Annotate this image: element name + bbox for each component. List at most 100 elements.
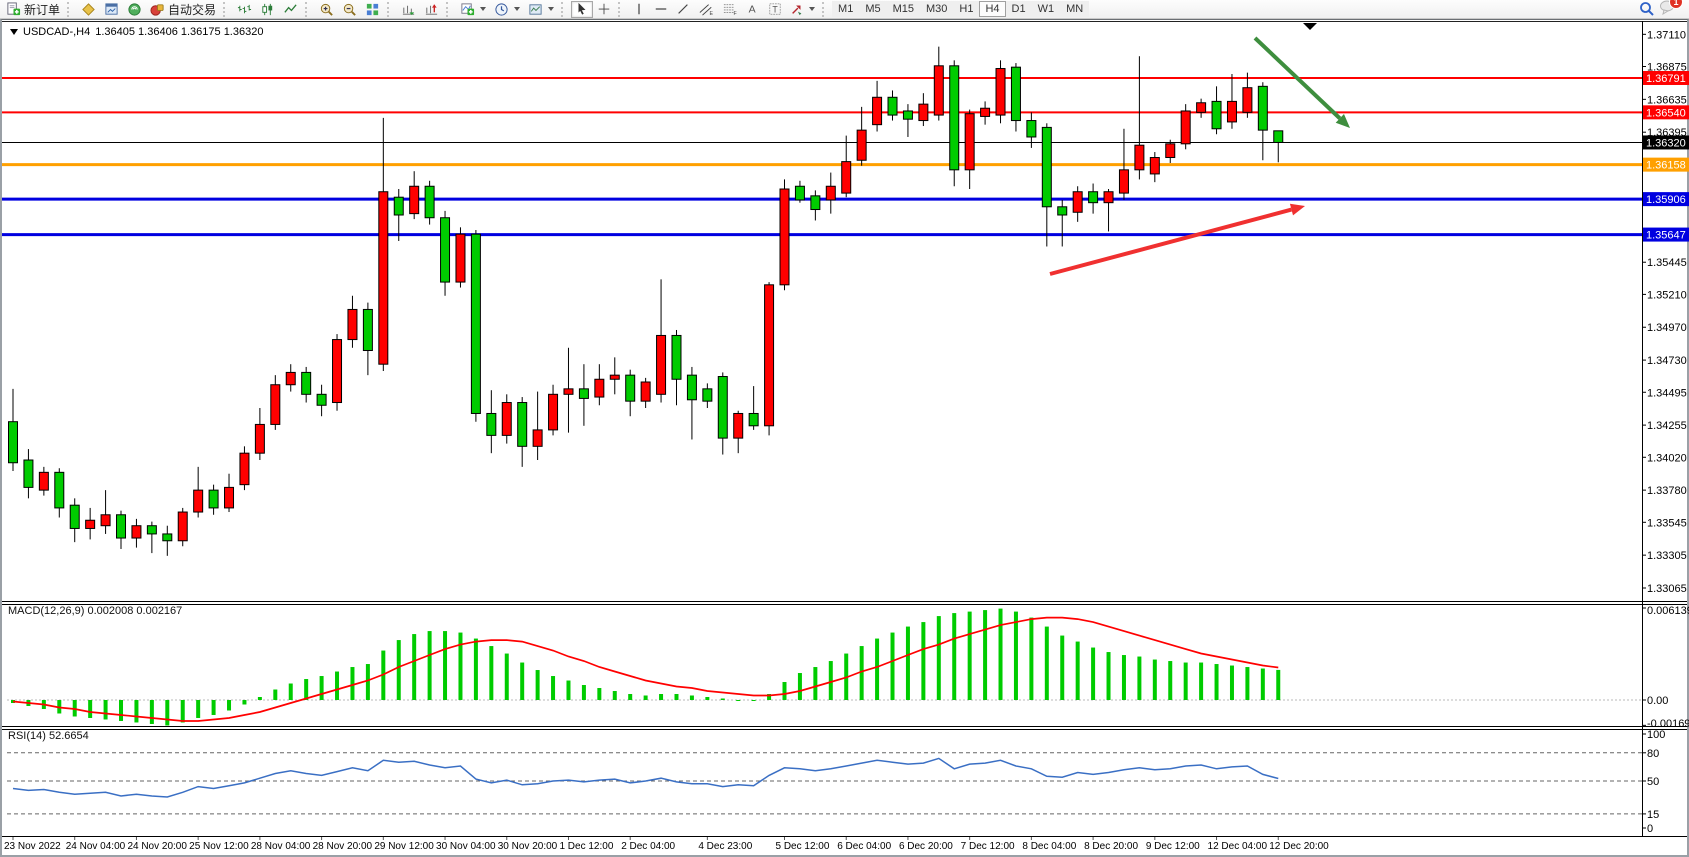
market-news-icon xyxy=(128,2,141,16)
timeframe-label: H1 xyxy=(959,3,974,15)
dropdown-caret-icon xyxy=(480,7,487,11)
timeframe-label: MN xyxy=(1066,3,1084,15)
channel-tool-button[interactable]: E xyxy=(694,1,718,18)
toolbar-separator xyxy=(822,1,828,17)
horizontal-line-icon xyxy=(655,8,667,10)
new-order-button[interactable]: 新订单 xyxy=(2,1,64,18)
timeframe-label: M30 xyxy=(926,3,948,15)
auto-trading-button[interactable]: 自动交易 xyxy=(146,1,220,18)
time-axis-label: 7 Dec 12:00 xyxy=(960,841,1015,852)
fibonacci-icon: F xyxy=(723,4,737,16)
zoom-out-button[interactable] xyxy=(338,1,361,18)
dropdown-caret-icon xyxy=(548,7,555,11)
svg-text:F: F xyxy=(734,11,737,16)
toolbar-separator xyxy=(387,1,393,17)
crosshair-icon xyxy=(598,3,610,15)
time-axis-label: 12 Dec 20:00 xyxy=(1269,841,1329,852)
time-axis-label: 24 Nov 04:00 xyxy=(65,841,126,852)
time-axis-label: 30 Nov 04:00 xyxy=(436,841,496,852)
chart-ohlc: 1.36405 1.36406 1.36175 1.36320 xyxy=(95,26,264,38)
time-axis-label: 4 Dec 23:00 xyxy=(698,841,753,852)
time-axis-label: 6 Dec 20:00 xyxy=(898,841,953,852)
time-axis-label: 25 Nov 12:00 xyxy=(189,841,249,852)
timeframe-button-w1[interactable]: W1 xyxy=(1031,1,1061,17)
time-axis-label: 6 Dec 04:00 xyxy=(837,841,892,852)
price-axis[interactable] xyxy=(1643,22,1689,836)
rsi-label: RSI(14) 52.6654 xyxy=(8,730,89,742)
timeframe-button-m15[interactable]: M15 xyxy=(886,1,920,17)
timeframe-label: M5 xyxy=(865,3,881,15)
toolbar-separator xyxy=(223,1,229,17)
time-axis-label: 9 Dec 12:00 xyxy=(1145,841,1200,852)
svg-text:T: T xyxy=(772,5,778,15)
periods-button[interactable] xyxy=(490,1,524,18)
profiles-icon xyxy=(105,2,118,15)
toolbar: 新订单 自动交易 xyxy=(0,0,1689,19)
timeframe-label: M15 xyxy=(892,3,914,15)
horizontal-line-tool-button[interactable] xyxy=(650,1,672,18)
timeframe-button-h4[interactable]: H4 xyxy=(979,1,1006,17)
trendline-tool-button[interactable] xyxy=(672,1,694,18)
text-icon: A xyxy=(749,4,756,16)
zoom-in-icon xyxy=(320,3,333,16)
templates-button[interactable] xyxy=(524,1,558,18)
search-icon xyxy=(1640,2,1654,16)
text-label-icon: T xyxy=(769,3,781,15)
time-axis-label: 8 Dec 20:00 xyxy=(1084,841,1139,852)
dropdown-caret-icon xyxy=(809,7,816,11)
vertical-line-tool-button[interactable] xyxy=(628,1,650,18)
time-axis-label: 24 Nov 20:00 xyxy=(127,841,187,852)
macd-pane[interactable] xyxy=(6,605,1642,725)
tile-windows-icon xyxy=(366,3,379,15)
timeframe-button-m30[interactable]: M30 xyxy=(920,1,954,17)
auto-scroll-button[interactable] xyxy=(397,1,420,18)
toolbar-separator xyxy=(305,1,311,17)
templates-icon xyxy=(529,3,542,15)
toolbar-separator xyxy=(561,1,567,17)
chart-shift-button[interactable] xyxy=(420,1,443,18)
trendline-icon xyxy=(678,4,688,14)
time-axis-label: 5 Dec 12:00 xyxy=(775,841,830,852)
bar-chart-icon xyxy=(237,4,252,13)
zoom-in-button[interactable] xyxy=(315,1,338,18)
cursor-icon xyxy=(578,2,586,15)
line-chart-icon xyxy=(284,3,297,13)
market-news-button[interactable] xyxy=(123,1,146,18)
fibonacci-tool-button[interactable]: F xyxy=(718,1,742,18)
time-axis-label: 1 Dec 12:00 xyxy=(559,841,614,852)
auto-trading-label: 自动交易 xyxy=(168,2,217,17)
cursor-tool-button[interactable] xyxy=(571,0,594,18)
timeframe-button-h1[interactable]: H1 xyxy=(953,1,980,17)
candlestick-chart-button[interactable] xyxy=(256,1,279,18)
auto-trading-icon xyxy=(150,3,164,16)
new-order-label: 新订单 xyxy=(24,2,61,17)
rsi-pane[interactable] xyxy=(6,730,1642,836)
tile-windows-button[interactable] xyxy=(361,1,384,18)
indicators-button[interactable] xyxy=(456,1,490,18)
main-chart-pane[interactable] xyxy=(6,22,1642,601)
chart-menu-triangle-icon[interactable] xyxy=(10,29,18,35)
search-button[interactable] xyxy=(1635,1,1659,18)
timeframe-button-m1[interactable]: M1 xyxy=(832,1,860,17)
time-axis-label: 2 Dec 04:00 xyxy=(621,841,676,852)
text-label-tool-button[interactable]: T xyxy=(764,1,786,18)
profiles-button[interactable] xyxy=(100,1,123,18)
timeframe-button-mn[interactable]: MN xyxy=(1060,1,1090,17)
zoom-out-icon xyxy=(343,3,356,16)
macd-label: MACD(12,26,9) 0.002008 0.002167 xyxy=(8,605,183,617)
timeframe-label: D1 xyxy=(1011,3,1026,15)
text-tool-button[interactable]: A xyxy=(742,1,764,18)
bar-chart-button[interactable] xyxy=(233,1,256,18)
time-axis-label: 28 Nov 04:00 xyxy=(250,841,311,852)
timeframe-button-m5[interactable]: M5 xyxy=(859,1,887,17)
line-chart-button[interactable] xyxy=(279,1,302,18)
arrow-objects-icon xyxy=(792,5,802,16)
new-chart-button[interactable] xyxy=(77,1,100,18)
timeframe-button-d1[interactable]: D1 xyxy=(1005,1,1032,17)
chat-button[interactable]: 1 xyxy=(1659,0,1683,20)
crosshair-tool-button[interactable] xyxy=(593,1,615,18)
svg-text:E: E xyxy=(710,11,714,16)
indicators-icon xyxy=(461,2,475,15)
arrows-tool-button[interactable] xyxy=(786,1,819,18)
